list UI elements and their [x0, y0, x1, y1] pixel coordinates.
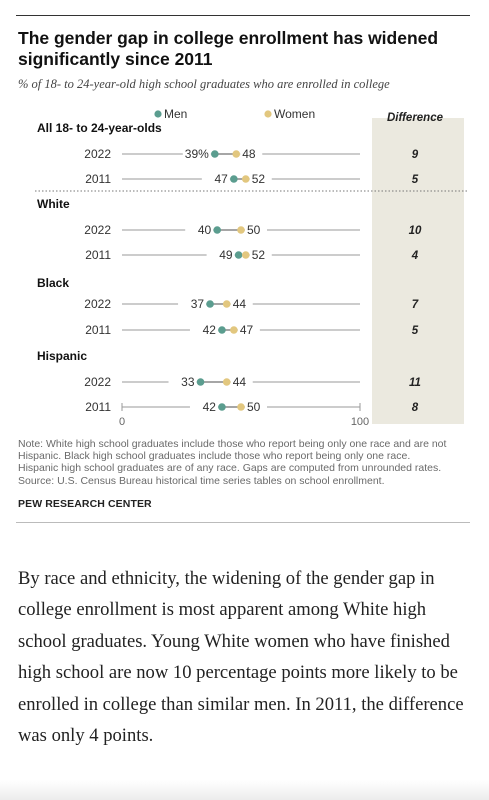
men-dot	[218, 326, 226, 334]
men-label-bg	[189, 322, 218, 338]
women-dot	[232, 150, 241, 158]
men-value-label: 42	[203, 323, 217, 337]
women-dot	[222, 378, 231, 386]
difference-value: 10	[409, 225, 422, 237]
article-paragraph: By race and ethnicity, the widening of t…	[18, 568, 464, 747]
women-value-label: 50	[247, 400, 261, 414]
x-tick-label: 100	[351, 416, 369, 428]
women-value-label: 48	[242, 147, 256, 161]
source-brand: PEW RESEARCH CENTER	[18, 498, 152, 510]
note-line: Hispanic. Black high school graduates in…	[18, 450, 411, 463]
difference-value: 4	[411, 250, 419, 262]
year-label: 2022	[84, 375, 111, 389]
chart-subtitle: % of 18- to 24-year-old high school grad…	[18, 77, 390, 91]
difference-value: 5	[412, 325, 419, 337]
year-label: 2011	[85, 248, 111, 262]
men-value-label: 47	[215, 172, 229, 186]
women-value-label: 52	[252, 248, 266, 262]
women-label-bg	[240, 146, 263, 162]
group-label: All 18- to 24-year-olds	[37, 121, 162, 135]
women-label-bg	[230, 374, 253, 390]
men-label-bg	[168, 374, 197, 390]
legend-men-dot	[154, 110, 162, 118]
year-label: 2022	[84, 297, 111, 311]
women-value-label: 44	[233, 297, 247, 311]
men-label-bg	[206, 247, 235, 263]
men-dot	[211, 150, 219, 158]
women-label-bg	[245, 222, 267, 238]
group-label: Hispanic	[37, 349, 87, 363]
men-label-bg	[189, 399, 218, 415]
men-value-label: 37	[191, 297, 205, 311]
note-line: Note: White high school graduates includ…	[18, 438, 447, 450]
women-dot	[237, 226, 245, 234]
source-line: Source: U.S. Census Bureau historical ti…	[18, 474, 385, 487]
chart-note: Note: White high school graduates includ…	[18, 438, 470, 487]
men-value-label: 40	[198, 223, 212, 237]
year-label: 2011	[85, 400, 111, 414]
women-value-label: 52	[252, 172, 266, 186]
women-value-label: 50	[247, 223, 261, 237]
women-dot	[241, 251, 250, 259]
women-dot	[222, 300, 231, 308]
men-value-label: 39%	[185, 147, 209, 161]
year-label: 2011	[85, 323, 111, 337]
legend-men-label: Men	[164, 107, 187, 121]
women-dot	[230, 326, 238, 334]
men-value-label: 42	[203, 400, 217, 414]
note-line: Hispanic high school graduates are of an…	[18, 462, 442, 475]
men-label-bg	[201, 171, 230, 187]
women-label-bg	[249, 247, 272, 263]
women-value-label: 47	[240, 323, 254, 337]
x-tick-label: 0	[119, 416, 125, 428]
women-value-label: 44	[233, 375, 247, 389]
legend-women-dot	[264, 110, 272, 118]
difference-value: 5	[412, 174, 419, 186]
difference-header: Difference	[387, 112, 444, 124]
men-label-bg	[178, 296, 207, 312]
year-label: 2022	[84, 223, 111, 237]
chart-title: The gender gap in college enrollment has…	[18, 28, 439, 69]
legend-women-label: Women	[274, 107, 315, 121]
difference-value: 7	[412, 299, 419, 311]
difference-value: 8	[412, 402, 419, 414]
men-dot	[206, 300, 214, 308]
women-dot	[241, 175, 250, 183]
bottom-rule	[16, 522, 470, 523]
group-label: Black	[37, 276, 69, 290]
difference-panel	[372, 118, 464, 424]
men-dot	[230, 175, 238, 183]
women-label-bg	[230, 296, 253, 312]
men-label-bg	[182, 146, 211, 162]
women-label-bg	[249, 171, 272, 187]
women-dot	[237, 403, 245, 411]
women-label-bg	[237, 322, 260, 338]
page-fade	[0, 780, 489, 800]
men-dot	[196, 378, 205, 386]
men-dot	[234, 251, 243, 259]
men-label-bg	[185, 222, 214, 238]
dot-range-chart: Men Women Difference All 18- to 24-year-old…	[35, 107, 468, 428]
year-label: 2011	[85, 172, 111, 186]
difference-value: 9	[412, 149, 419, 161]
men-dot	[213, 226, 221, 234]
men-value-label: 49	[219, 248, 233, 262]
men-dot	[218, 403, 226, 411]
women-label-bg	[245, 399, 267, 415]
men-value-label: 33	[181, 375, 195, 389]
year-label: 2022	[84, 147, 111, 161]
top-rule	[16, 15, 470, 16]
difference-value: 11	[409, 377, 421, 389]
group-label: White	[37, 197, 70, 211]
